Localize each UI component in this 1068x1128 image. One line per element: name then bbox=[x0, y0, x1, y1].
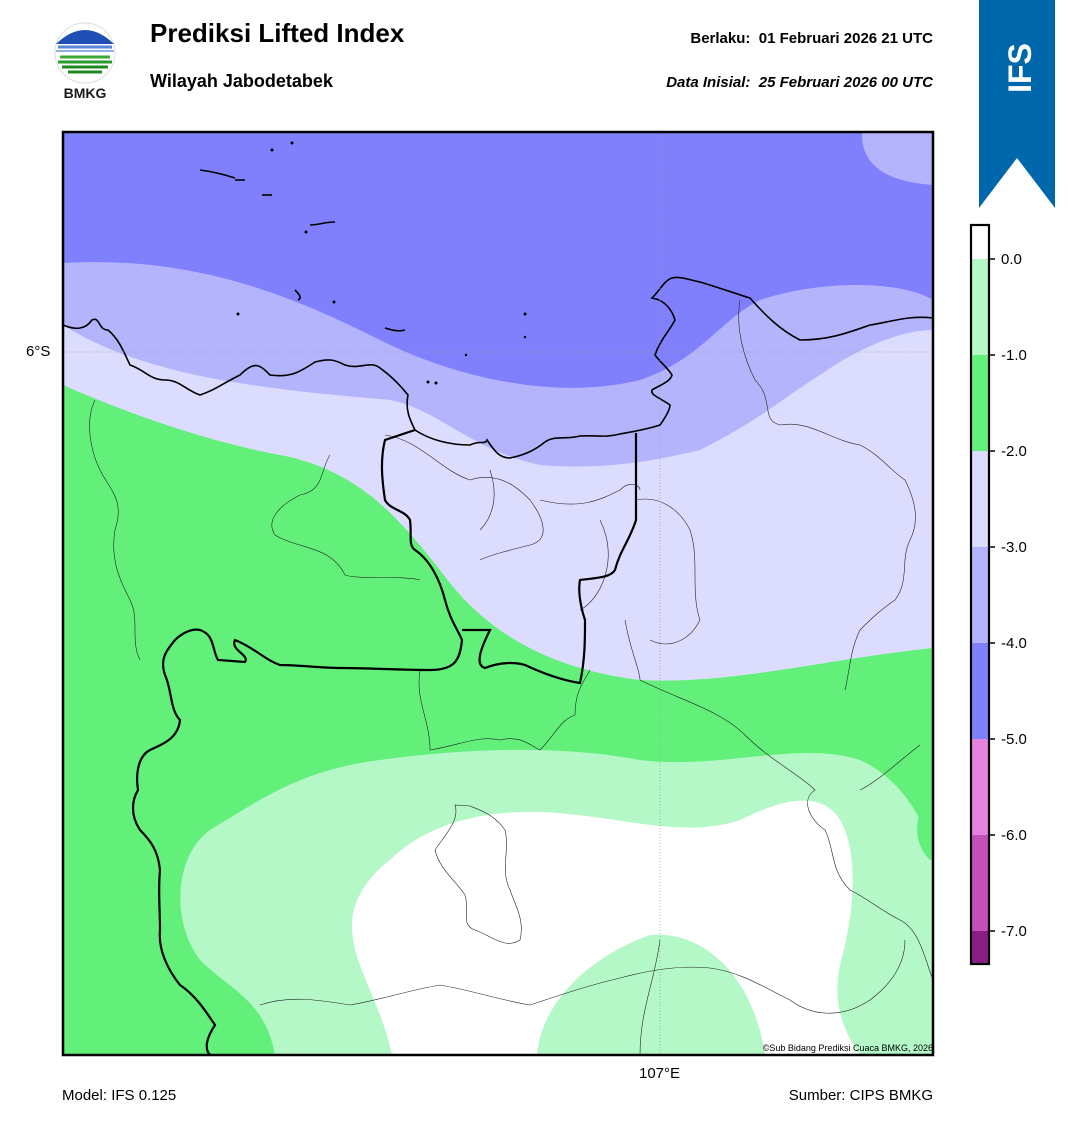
colorbar-label: -3.0 bbox=[1001, 539, 1027, 556]
province-boundaries bbox=[131, 428, 638, 1055]
source-label: Sumber: CIPS BMKG bbox=[788, 1087, 933, 1104]
map-fill bbox=[63, 132, 933, 1055]
colorbar-band bbox=[971, 355, 989, 451]
colorbar-band bbox=[971, 835, 989, 931]
colorbar-label: 0.0 bbox=[1001, 251, 1022, 268]
colorbar-band bbox=[971, 259, 989, 355]
valid-value: 01 Februari 2026 21 UTC bbox=[758, 30, 933, 47]
colorbar-label: -7.0 bbox=[1001, 923, 1027, 940]
ribbon-shape bbox=[979, 0, 1055, 208]
logo-text: BMKG bbox=[64, 85, 107, 101]
colorbar-band bbox=[971, 643, 989, 739]
colorbar-label: -1.0 bbox=[1001, 347, 1027, 364]
colorbar: 0.0 -1.0 -2.0 -3.0 -4.0 -5.0 -6.0 -7.0 bbox=[969, 223, 1027, 966]
ribbon-text: IFS bbox=[1002, 43, 1038, 93]
bmkg-logo: BMKG bbox=[54, 22, 116, 101]
lon-label: 107°E bbox=[639, 1065, 681, 1082]
model-label: Model: IFS 0.125 bbox=[62, 1087, 177, 1104]
colorbar-band bbox=[971, 225, 989, 259]
valid-time: Berlaku: 01 Februari 2026 21 UTC bbox=[690, 30, 933, 47]
map-frame bbox=[61, 130, 935, 1057]
colorbar-label: -6.0 bbox=[1001, 827, 1027, 844]
map-subtitle: Wilayah Jabodetabek bbox=[150, 71, 333, 91]
colorbar-frame bbox=[969, 223, 991, 966]
small-islands bbox=[236, 141, 527, 385]
colorbar-band bbox=[971, 451, 989, 547]
district-boundaries bbox=[89, 299, 933, 1055]
map-title: Prediksi Lifted Index bbox=[150, 18, 405, 48]
lat-label: 6°S bbox=[26, 343, 51, 360]
copyright-text: ©Sub Bidang Prediksi Cuaca BMKG, 2026 bbox=[762, 1043, 933, 1053]
colorbar-band bbox=[971, 739, 989, 835]
colorbar-label: -4.0 bbox=[1001, 635, 1027, 652]
colorbar-label: -2.0 bbox=[1001, 443, 1027, 460]
colorbar-label: -5.0 bbox=[1001, 731, 1027, 748]
ifs-ribbon: IFS bbox=[979, 0, 1055, 208]
coastline bbox=[63, 169, 933, 459]
valid-label: Berlaku: bbox=[690, 30, 751, 47]
init-time: Data Inisial: 25 Februari 2026 00 UTC bbox=[666, 74, 933, 91]
colorbar-band bbox=[971, 931, 989, 964]
init-value: 25 Februari 2026 00 UTC bbox=[758, 74, 933, 91]
colorbar-band bbox=[971, 547, 989, 643]
init-label: Data Inisial: bbox=[666, 74, 751, 91]
